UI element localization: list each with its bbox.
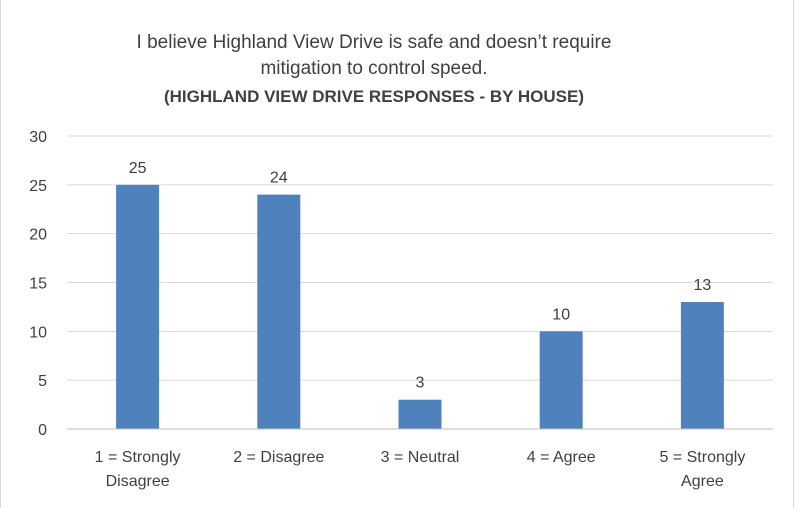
data-labels: 25 24 3 10 13 — [129, 160, 712, 392]
bar — [398, 399, 442, 429]
y-axis-ticks: 0 5 10 15 20 25 30 — [29, 129, 47, 439]
chart-subtitle: (HIGHLAND VIEW DRIVE RESPONSES - BY HOUS… — [164, 87, 584, 106]
gridlines — [67, 135, 773, 381]
data-label: 13 — [694, 277, 712, 294]
bar — [116, 184, 160, 429]
bar — [257, 194, 301, 429]
y-tick-label: 30 — [29, 129, 47, 146]
category-label: 5 = Strongly — [659, 449, 745, 466]
data-label: 3 — [416, 375, 425, 392]
y-tick-label: 10 — [29, 324, 47, 341]
category-label: 4 = Agree — [527, 449, 596, 466]
data-label: 25 — [129, 160, 147, 177]
y-tick-label: 25 — [29, 178, 47, 195]
chart-title-line-2: mitigation to control speed. — [260, 58, 487, 79]
y-tick-label: 0 — [38, 422, 47, 439]
chart-title-line-1: I believe Highland View Drive is safe an… — [137, 32, 612, 53]
category-label: Disagree — [106, 473, 170, 490]
x-axis-categories: 1 = Strongly Disagree 2 = Disagree 3 = Neut… — [95, 449, 746, 490]
y-tick-label: 20 — [29, 227, 47, 244]
bar — [539, 331, 583, 429]
category-label: 1 = Strongly — [95, 449, 181, 466]
data-label: 10 — [552, 306, 570, 323]
data-label: 24 — [270, 170, 288, 187]
bars — [116, 184, 724, 429]
y-tick-label: 15 — [29, 276, 47, 293]
y-tick-label: 5 — [38, 373, 47, 390]
category-label: Agree — [681, 473, 724, 490]
category-label: 3 = Neutral — [381, 449, 460, 466]
category-label: 2 = Disagree — [233, 449, 324, 466]
bar — [680, 302, 724, 429]
